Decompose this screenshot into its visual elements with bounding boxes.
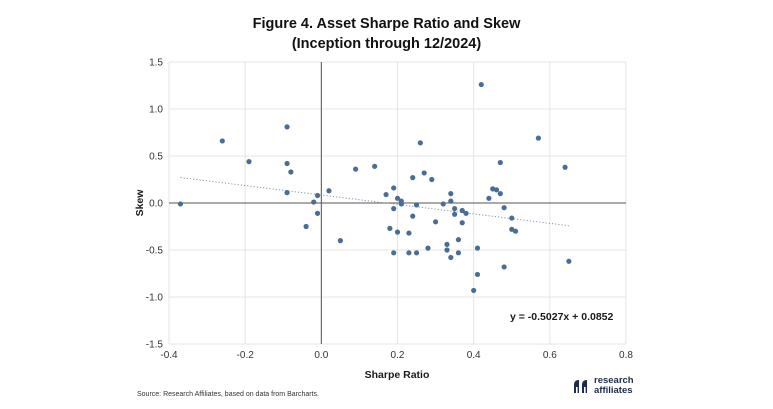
axes [169,62,626,344]
data-point [474,271,481,278]
y-tick-label: 0.0 [149,199,163,210]
y-tick-label: 1.0 [149,105,163,116]
data-point [562,164,568,170]
data-point [284,190,290,196]
y-tick-label: -1.0 [146,293,164,304]
data-point [463,210,469,216]
data-point [417,140,423,146]
x-tick-label: 0.8 [619,350,633,361]
data-point [425,245,431,251]
data-point [337,238,343,244]
data-point [284,124,290,130]
data-point [448,191,454,197]
data-point [471,287,477,294]
data-point [406,250,412,256]
data-point [284,160,290,167]
data-point [501,205,507,211]
y-tick-label: -0.5 [146,246,164,257]
x-axis-label: Sharpe Ratio [365,369,430,381]
data-point [314,210,321,216]
data-point [219,138,225,144]
x-tick-label: 0.6 [543,350,557,361]
data-point [406,230,412,236]
data-points [177,81,572,294]
logo-text-line-1: research [594,375,634,386]
data-point [391,206,397,212]
data-point [566,258,572,264]
data-point [455,250,462,256]
data-point [444,241,450,247]
tick-labels: -0.4 -0.2 0.0 0.2 0.4 0.6 0.8 1.5 1.0 0.5 0.0 -0.5 -… [146,58,634,362]
x-tick-label: 0.2 [391,350,405,361]
data-point [311,199,317,205]
y-tick-label: 1.5 [149,58,163,69]
data-point [512,228,519,234]
data-point [353,166,359,172]
data-point [413,250,420,256]
y-tick-label: 0.5 [149,152,163,163]
data-point [535,135,542,141]
chart-title-line-1: Figure 4. Asset Sharpe Ratio and Skew [252,16,521,32]
data-point [394,195,401,201]
data-point [246,159,252,165]
source-note: Source: Research Affiliates, based on da… [137,391,319,398]
logo-text-line-2: affiliates [594,385,633,396]
data-point [440,201,446,207]
data-point [452,211,458,217]
x-tick-label: -0.2 [237,350,255,361]
data-point [410,213,416,219]
data-point [478,81,484,88]
y-axis-label: Skew [134,189,146,217]
data-point [444,247,450,253]
data-point [448,254,454,261]
data-point [448,198,454,204]
data-point [387,225,393,231]
data-point [474,245,481,251]
chart-title: Figure 4. Asset Sharpe Ratio and Skew (I… [0,14,773,54]
data-point [413,202,420,208]
data-point [429,176,435,183]
data-point [509,215,515,221]
data-point [326,188,332,194]
data-point [497,159,503,166]
data-point [501,264,507,270]
data-point [314,192,321,199]
data-point [398,201,404,207]
data-point [497,191,503,197]
data-point [383,191,389,198]
logo-icon [574,380,587,393]
trendline-group [180,177,569,227]
data-point [455,237,462,243]
data-point [391,250,397,256]
data-point [391,185,397,191]
x-tick-label: 0.0 [314,350,328,361]
research-affiliates-logo: research affiliates [572,376,634,396]
data-point [303,223,309,230]
data-point [459,207,465,214]
data-point [372,163,378,169]
data-point [493,187,500,193]
regression-equation: y = -0.5027x + 0.0852 [510,311,613,323]
x-tick-label: -0.4 [160,350,178,361]
data-point [288,169,294,175]
y-tick-label: -1.5 [146,340,164,351]
x-tick-label: 0.4 [467,350,481,361]
data-point [421,170,427,176]
data-point [459,220,465,226]
data-point [486,195,492,201]
chart-title-line-2: (Inception through 12/2024) [291,36,482,52]
data-point [410,175,416,181]
data-point [394,229,401,235]
data-point [177,201,184,207]
trendline [180,177,569,227]
data-point [432,219,439,225]
data-point [452,206,458,212]
